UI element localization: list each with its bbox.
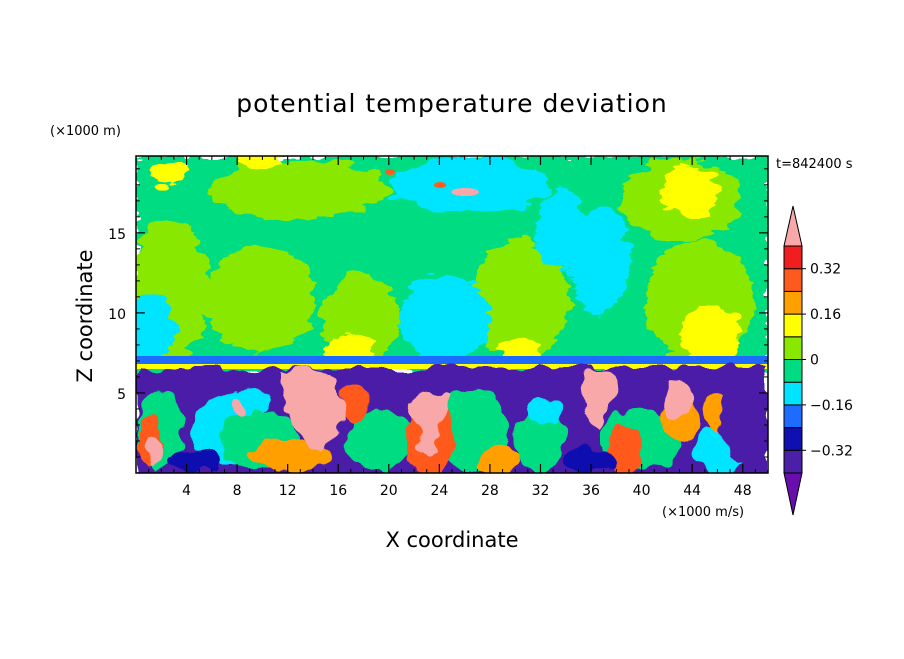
y-unit-label: (×1000 m) bbox=[50, 124, 121, 139]
x-tick-label: 36 bbox=[582, 483, 600, 499]
x-tick-label: 28 bbox=[481, 483, 499, 499]
heatmap-field bbox=[136, 156, 768, 473]
colorbar-band bbox=[783, 336, 803, 360]
colorbar-band bbox=[783, 404, 803, 429]
x-tick-label: 12 bbox=[279, 483, 297, 499]
colorbar-band bbox=[783, 290, 803, 315]
x-unit-label: (×1000 m/s) bbox=[662, 505, 744, 520]
colorbar-label: −0.16 bbox=[810, 398, 853, 414]
x-tick-label: 44 bbox=[683, 483, 701, 499]
y-tick-label: 10 bbox=[108, 307, 126, 323]
colorbar-band bbox=[783, 313, 803, 338]
colorbar-band bbox=[783, 449, 803, 474]
colorbar-band bbox=[783, 359, 803, 383]
colorbar-extend-high bbox=[783, 205, 803, 247]
x-axis-title: X coordinate bbox=[385, 528, 518, 552]
y-tick-label: 5 bbox=[117, 387, 126, 403]
time-label: t=842400 s bbox=[776, 157, 853, 172]
colorbar-band bbox=[783, 427, 803, 451]
colorbar: −0.32 −0.16 0 0.16 0.32 bbox=[783, 205, 853, 516]
x-tick-label: 48 bbox=[734, 483, 752, 499]
colorbar-band bbox=[783, 268, 803, 292]
colorbar-extend-low bbox=[783, 472, 803, 516]
x-tick-label: 4 bbox=[182, 483, 191, 499]
colorbar-label: −0.32 bbox=[810, 443, 853, 459]
x-tick-label: 40 bbox=[633, 483, 651, 499]
axis-ticks bbox=[136, 156, 768, 473]
y-axis-title: Z coordinate bbox=[73, 249, 97, 382]
colorbar-band bbox=[783, 381, 803, 406]
x-tick-label: 24 bbox=[430, 483, 448, 499]
colorbar-label: 0 bbox=[810, 353, 819, 369]
chart-title: potential temperature deviation bbox=[236, 89, 667, 118]
x-tick-label: 32 bbox=[532, 483, 550, 499]
colorbar-label: 0.32 bbox=[810, 262, 841, 278]
x-tick-label: 16 bbox=[329, 483, 347, 499]
colorbar-band bbox=[783, 245, 803, 270]
x-tick-label: 20 bbox=[380, 483, 398, 499]
colorbar-label: 0.16 bbox=[810, 307, 841, 323]
x-tick-label: 8 bbox=[233, 483, 242, 499]
y-tick-label: 15 bbox=[108, 227, 126, 243]
